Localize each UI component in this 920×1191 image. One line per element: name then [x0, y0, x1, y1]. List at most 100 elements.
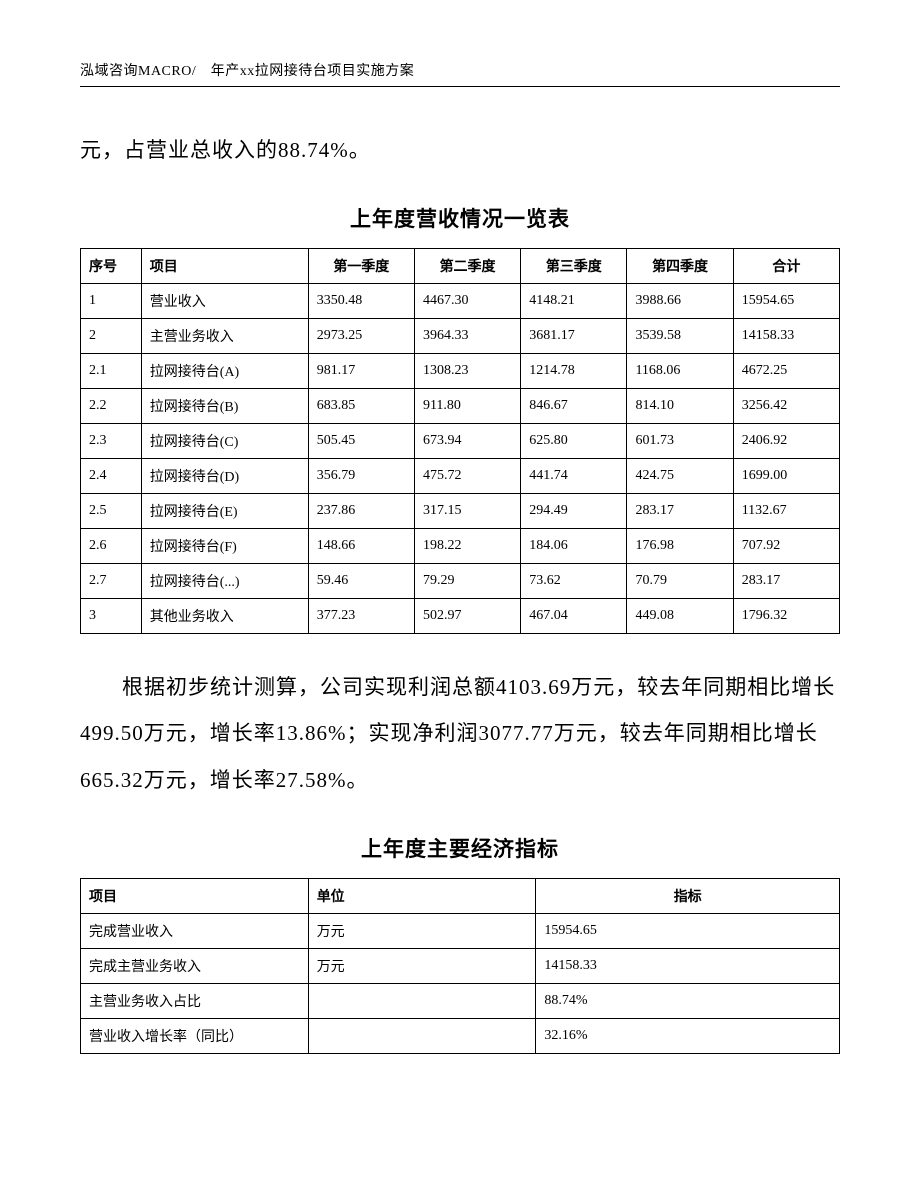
- table-row: 主营业务收入占比 88.74%: [81, 983, 840, 1018]
- col-header: 第四季度: [627, 249, 733, 284]
- table-cell: 814.10: [627, 389, 733, 424]
- table-cell: 其他业务收入: [141, 599, 308, 634]
- table-cell: 2.7: [81, 564, 142, 599]
- col-header: 项目: [141, 249, 308, 284]
- table-cell: 502.97: [414, 599, 520, 634]
- table-cell: 505.45: [308, 424, 414, 459]
- col-header: 第三季度: [521, 249, 627, 284]
- table-cell: 148.66: [308, 529, 414, 564]
- table-cell: 441.74: [521, 459, 627, 494]
- table-cell: 拉网接待台(F): [141, 529, 308, 564]
- col-header: 指标: [536, 878, 840, 913]
- table-cell: 1214.78: [521, 354, 627, 389]
- table-row: 完成主营业务收入万元14158.33: [81, 948, 840, 983]
- table-cell: 拉网接待台(C): [141, 424, 308, 459]
- page-header: 泓域咨询MACRO/ 年产xx拉网接待台项目实施方案: [80, 60, 840, 80]
- table-cell: 主营业务收入占比: [81, 983, 309, 1018]
- table-cell: 1168.06: [627, 354, 733, 389]
- table-cell: 2.6: [81, 529, 142, 564]
- table2-title: 上年度主要经济指标: [80, 833, 840, 863]
- table-cell: 981.17: [308, 354, 414, 389]
- table-cell: 198.22: [414, 529, 520, 564]
- table-cell: 2.4: [81, 459, 142, 494]
- col-header: 项目: [81, 878, 309, 913]
- table-cell: 70.79: [627, 564, 733, 599]
- table-cell: 176.98: [627, 529, 733, 564]
- table1-title: 上年度营收情况一览表: [80, 203, 840, 233]
- col-header: 第一季度: [308, 249, 414, 284]
- col-header: 合计: [733, 249, 839, 284]
- table-cell: 4672.25: [733, 354, 839, 389]
- table-cell: 14158.33: [536, 948, 840, 983]
- body-text-1: 元，占营业总收入的88.74%。: [80, 127, 840, 173]
- table-cell: 707.92: [733, 529, 839, 564]
- table-row: 2.5拉网接待台(E)237.86317.15294.49283.171132.…: [81, 494, 840, 529]
- table-cell: 拉网接待台(...): [141, 564, 308, 599]
- table-cell: 4148.21: [521, 284, 627, 319]
- table-cell: 2.3: [81, 424, 142, 459]
- table-cell: 283.17: [733, 564, 839, 599]
- table-cell: 846.67: [521, 389, 627, 424]
- table-cell: 拉网接待台(A): [141, 354, 308, 389]
- table-cell: 3256.42: [733, 389, 839, 424]
- table-cell: 1796.32: [733, 599, 839, 634]
- table-cell: 万元: [308, 948, 536, 983]
- table-row: 2.2拉网接待台(B)683.85911.80846.67814.103256.…: [81, 389, 840, 424]
- table-cell: 营业收入增长率（同比）: [81, 1018, 309, 1053]
- table-row: 2.4拉网接待台(D)356.79475.72441.74424.751699.…: [81, 459, 840, 494]
- table-cell: 79.29: [414, 564, 520, 599]
- table-cell: 1699.00: [733, 459, 839, 494]
- table-cell: 拉网接待台(B): [141, 389, 308, 424]
- table-row: 完成营业收入万元15954.65: [81, 913, 840, 948]
- table-cell: 467.04: [521, 599, 627, 634]
- col-header: 序号: [81, 249, 142, 284]
- body-text-2: 根据初步统计测算，公司实现利润总额4103.69万元，较去年同期相比增长499.…: [80, 664, 840, 803]
- table-cell: 1132.67: [733, 494, 839, 529]
- table-cell: 2.5: [81, 494, 142, 529]
- table-cell: 4467.30: [414, 284, 520, 319]
- table-row: 2.3拉网接待台(C)505.45673.94625.80601.732406.…: [81, 424, 840, 459]
- table-cell: 拉网接待台(D): [141, 459, 308, 494]
- table-cell: 拉网接待台(E): [141, 494, 308, 529]
- table-cell: 3539.58: [627, 319, 733, 354]
- table-cell: 15954.65: [733, 284, 839, 319]
- table-cell: 3: [81, 599, 142, 634]
- table-cell: 424.75: [627, 459, 733, 494]
- table-row: 3其他业务收入377.23502.97467.04449.081796.32: [81, 599, 840, 634]
- table-row: 2.6拉网接待台(F)148.66198.22184.06176.98707.9…: [81, 529, 840, 564]
- table-cell: 294.49: [521, 494, 627, 529]
- table-row: 营业收入增长率（同比） 32.16%: [81, 1018, 840, 1053]
- table-cell: 1: [81, 284, 142, 319]
- table-cell: 主营业务收入: [141, 319, 308, 354]
- table-cell: 2.1: [81, 354, 142, 389]
- col-header: 第二季度: [414, 249, 520, 284]
- table-cell: [308, 983, 536, 1018]
- table-cell: 完成主营业务收入: [81, 948, 309, 983]
- table-cell: 377.23: [308, 599, 414, 634]
- revenue-table: 序号 项目 第一季度 第二季度 第三季度 第四季度 合计 1营业收入3350.4…: [80, 248, 840, 634]
- table-cell: 283.17: [627, 494, 733, 529]
- table-cell: 14158.33: [733, 319, 839, 354]
- table-cell: 625.80: [521, 424, 627, 459]
- table-cell: 356.79: [308, 459, 414, 494]
- table-cell: 3350.48: [308, 284, 414, 319]
- table-cell: 3988.66: [627, 284, 733, 319]
- table-cell: 营业收入: [141, 284, 308, 319]
- indicators-table: 项目 单位 指标 完成营业收入万元15954.65完成主营业务收入万元14158…: [80, 878, 840, 1054]
- table-cell: 673.94: [414, 424, 520, 459]
- table-cell: 911.80: [414, 389, 520, 424]
- table-cell: 237.86: [308, 494, 414, 529]
- table-cell: 万元: [308, 913, 536, 948]
- table-row: 2.7拉网接待台(...)59.4679.2973.6270.79283.17: [81, 564, 840, 599]
- table-cell: 3964.33: [414, 319, 520, 354]
- table-cell: 2973.25: [308, 319, 414, 354]
- table-row: 2.1拉网接待台(A)981.171308.231214.781168.0646…: [81, 354, 840, 389]
- table-cell: 32.16%: [536, 1018, 840, 1053]
- document-page: 泓域咨询MACRO/ 年产xx拉网接待台项目实施方案 元，占营业总收入的88.7…: [0, 0, 920, 1191]
- table-cell: 601.73: [627, 424, 733, 459]
- table-cell: 475.72: [414, 459, 520, 494]
- table-cell: 184.06: [521, 529, 627, 564]
- header-rule: [80, 86, 840, 87]
- table-cell: 88.74%: [536, 983, 840, 1018]
- col-header: 单位: [308, 878, 536, 913]
